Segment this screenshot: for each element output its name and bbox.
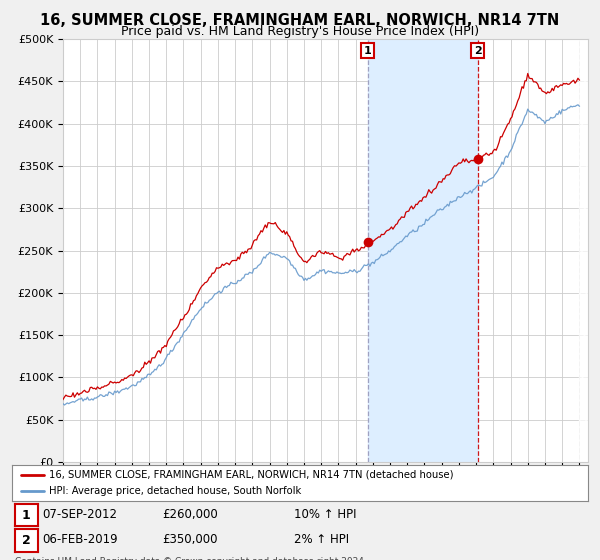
- Text: Price paid vs. HM Land Registry's House Price Index (HPI): Price paid vs. HM Land Registry's House …: [121, 25, 479, 38]
- Text: 1: 1: [22, 508, 31, 522]
- Text: 2: 2: [22, 534, 31, 547]
- Bar: [580, 39, 596, 462]
- Text: £260,000: £260,000: [162, 507, 218, 521]
- Text: 2% ↑ HPI: 2% ↑ HPI: [294, 533, 349, 546]
- Text: 16, SUMMER CLOSE, FRAMINGHAM EARL, NORWICH, NR14 7TN: 16, SUMMER CLOSE, FRAMINGHAM EARL, NORWI…: [40, 13, 560, 28]
- Text: HPI: Average price, detached house, South Norfolk: HPI: Average price, detached house, Sout…: [49, 487, 302, 496]
- Text: 07-SEP-2012: 07-SEP-2012: [42, 507, 117, 521]
- Text: 2: 2: [474, 45, 482, 55]
- Text: Contains HM Land Registry data © Crown copyright and database right 2024.
This d: Contains HM Land Registry data © Crown c…: [15, 557, 367, 560]
- Bar: [367, 39, 478, 462]
- Text: £350,000: £350,000: [162, 533, 218, 546]
- Text: 06-FEB-2019: 06-FEB-2019: [42, 533, 118, 546]
- Text: 10% ↑ HPI: 10% ↑ HPI: [294, 507, 356, 521]
- Text: 1: 1: [364, 45, 371, 55]
- Text: 16, SUMMER CLOSE, FRAMINGHAM EARL, NORWICH, NR14 7TN (detached house): 16, SUMMER CLOSE, FRAMINGHAM EARL, NORWI…: [49, 470, 454, 479]
